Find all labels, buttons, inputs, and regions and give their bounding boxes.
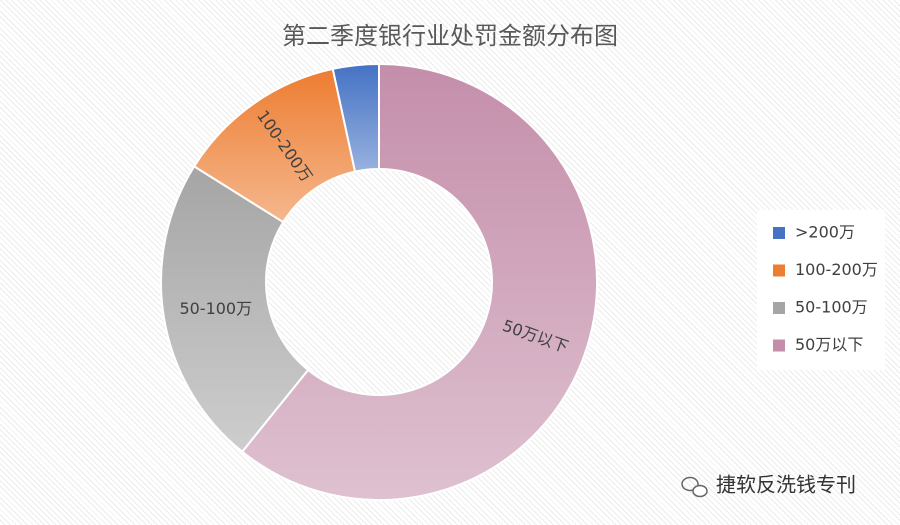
- legend-swatch: [773, 302, 785, 314]
- wechat-icon: [681, 476, 699, 492]
- slice: [331, 62, 380, 173]
- slice: [160, 164, 310, 454]
- legend-label: 50-100万: [795, 298, 868, 317]
- legend-swatch: [773, 264, 785, 277]
- legend-swatch: [773, 227, 785, 239]
- legend-swatch: [773, 339, 785, 352]
- chart-title: 第二季度银行业处罚金额分布图: [282, 22, 618, 50]
- legend-label: 50万以下: [795, 335, 863, 354]
- slice: [240, 62, 598, 501]
- watermark: 捷软反洗钱专刊: [681, 473, 856, 498]
- data-label: 50-100万: [179, 299, 252, 318]
- legend-label: >200万: [795, 223, 855, 242]
- wechat-icon: [692, 484, 708, 498]
- watermark-text: 捷软反洗钱专刊: [716, 473, 856, 497]
- legend-label: 100-200万: [795, 260, 878, 279]
